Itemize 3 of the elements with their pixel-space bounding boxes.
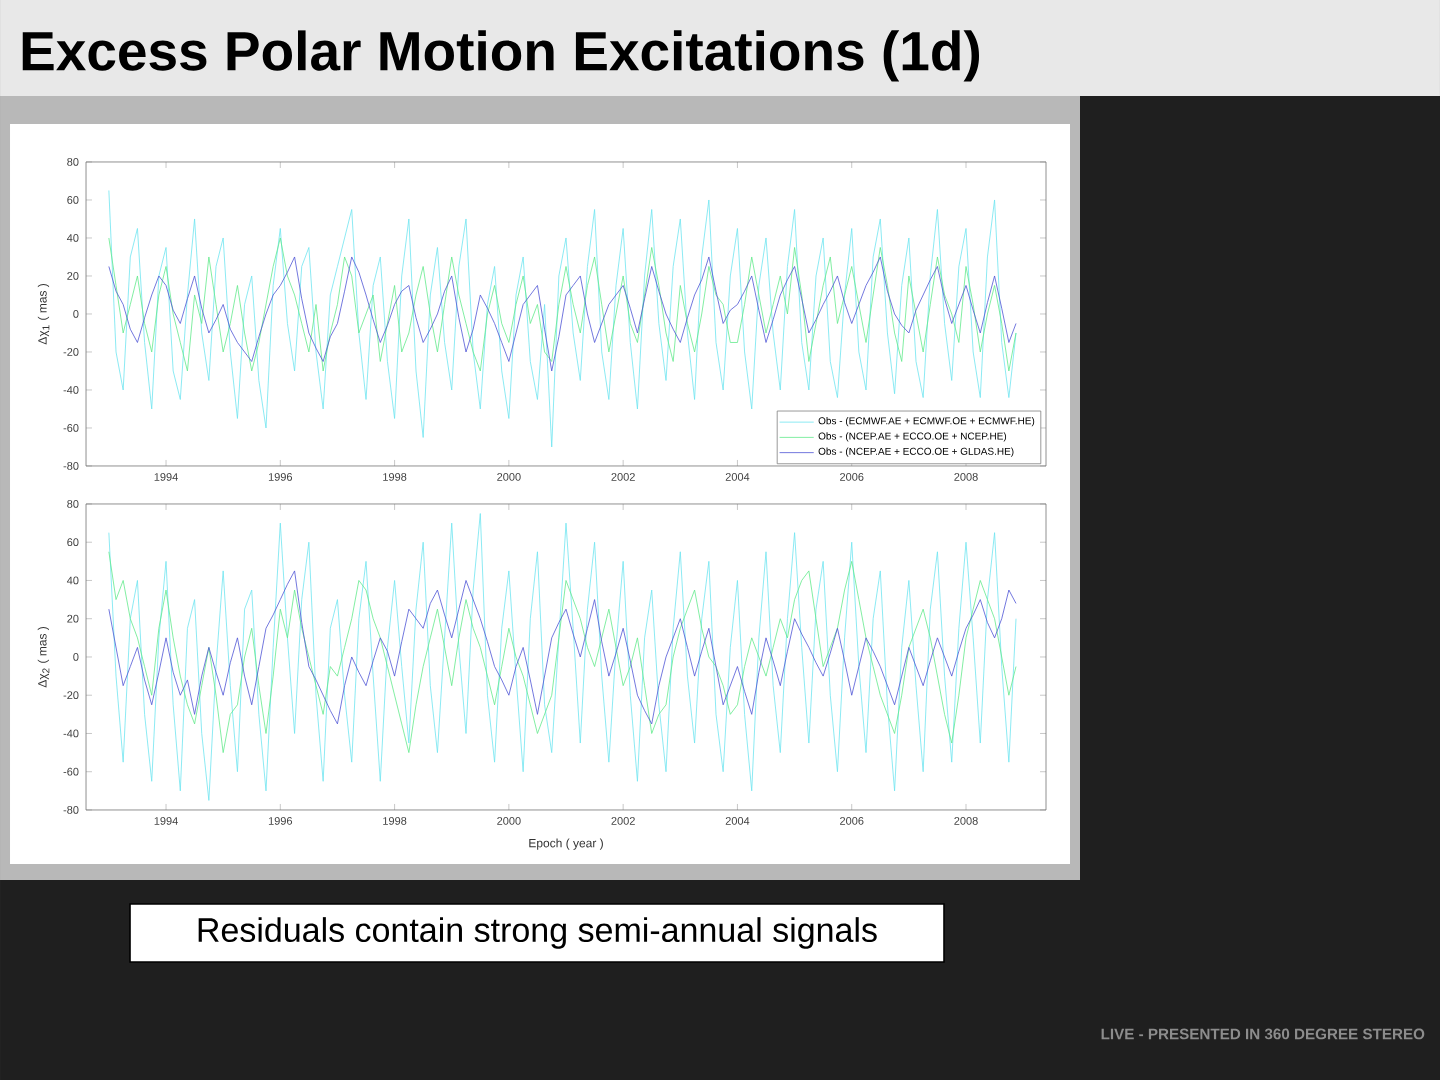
chart-title: Excess Polar Motion Excitations (1d) [22,30,980,82]
text: Residuals contain strong semi-annual signals [198,917,877,949]
line-series [108,513,1017,801]
